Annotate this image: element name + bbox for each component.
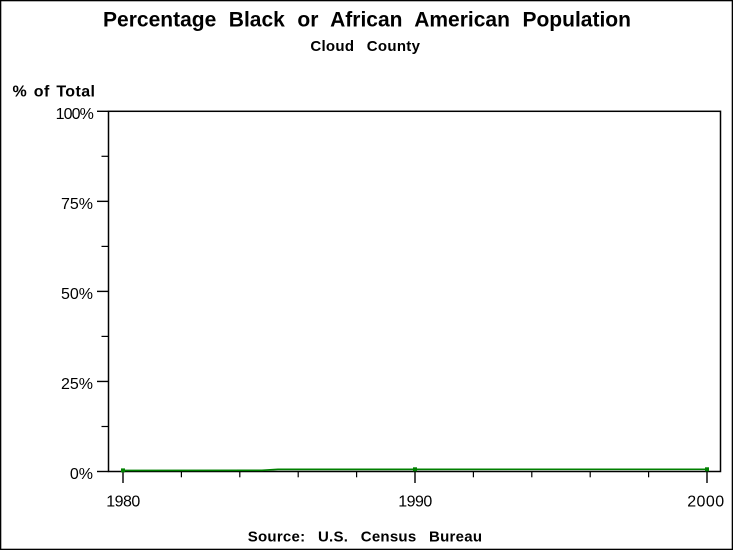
svg-text:1990: 1990 [398, 494, 432, 511]
svg-text:1980: 1980 [106, 494, 140, 511]
svg-text:25%: 25% [61, 376, 93, 393]
svg-text:100%: 100% [56, 106, 94, 123]
svg-text:75%: 75% [61, 196, 93, 213]
svg-text:50%: 50% [61, 286, 93, 303]
svg-text:0%: 0% [70, 466, 93, 483]
svg-text:Percentage Black or African Am: Percentage Black or African American Pop… [103, 9, 631, 32]
svg-text:Cloud County: Cloud County [310, 38, 420, 55]
svg-text:2000: 2000 [687, 494, 724, 511]
svg-text:% of Total: % of Total [13, 83, 96, 100]
svg-text:Source: U.S. Census Bureau: Source: U.S. Census Bureau [248, 528, 483, 545]
